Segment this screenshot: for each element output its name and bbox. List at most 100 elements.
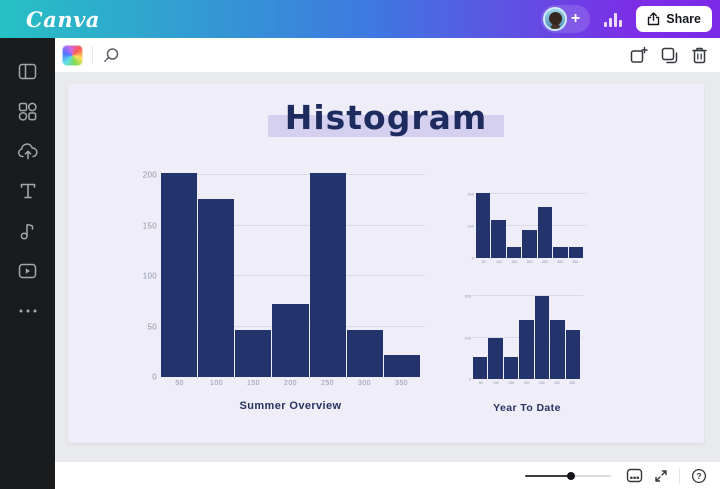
- y-axis: 0 100 200: [462, 190, 474, 261]
- y-tick-label: 50: [147, 322, 157, 332]
- add-member-button[interactable]: +: [570, 10, 581, 27]
- caption-summer-overview[interactable]: Summer Overview: [239, 400, 342, 412]
- page-color-swatch[interactable]: [62, 44, 83, 66]
- duplicate-page-icon[interactable]: [660, 46, 679, 65]
- caption-year-to-date[interactable]: Year To Date: [493, 402, 561, 414]
- help-button[interactable]: ?: [691, 468, 707, 484]
- bar: [272, 304, 309, 377]
- chart-plot: [473, 294, 583, 379]
- elements-icon: [18, 102, 37, 121]
- sidebar-item-uploads[interactable]: [9, 139, 47, 163]
- gridline: [476, 224, 586, 226]
- video-icon: [18, 263, 37, 279]
- bar: [537, 206, 553, 258]
- fullscreen-button[interactable]: [654, 469, 668, 483]
- top-bar-actions: + Share: [540, 4, 712, 34]
- sidebar-item-videos[interactable]: [9, 259, 47, 283]
- histogram-chart-top-right[interactable]: 0 100 200 50 100 150 200 250 300 350: [462, 190, 586, 264]
- bar: [235, 329, 272, 377]
- y-axis: 0 50 100 150 200: [131, 170, 157, 382]
- bar: [503, 357, 519, 379]
- bar: [506, 247, 522, 258]
- y-axis: 0 100 200: [459, 293, 471, 382]
- title-highlight: [267, 115, 505, 137]
- delete-page-icon[interactable]: [691, 46, 708, 65]
- x-tick-label: 150: [508, 381, 515, 385]
- bar: [473, 357, 488, 379]
- bars: [476, 190, 583, 258]
- top-bar: Canva + Share: [0, 0, 720, 38]
- add-page-icon[interactable]: [629, 46, 648, 65]
- sidebar-item-elements[interactable]: [9, 99, 47, 123]
- histogram-chart-main[interactable]: 0 50 100 150 200 50 100 150 200 250 300 350: [131, 170, 425, 387]
- audio-note-icon: [20, 223, 33, 240]
- bottom-bar: ?: [55, 462, 720, 489]
- export-icon: [648, 12, 660, 26]
- bar: [522, 230, 537, 258]
- x-tick-label: 300: [554, 381, 560, 385]
- y-tick-label: 200: [467, 191, 474, 197]
- x-tick-label: 100: [493, 381, 499, 385]
- y-tick-label: 100: [142, 271, 157, 281]
- insights-chart-icon[interactable]: [598, 4, 628, 34]
- x-tick-label: 200: [523, 381, 530, 385]
- share-button[interactable]: Share: [636, 6, 712, 32]
- histogram-chart-bottom-right[interactable]: 0 100 200 50 100 150 200 250 300 350: [459, 294, 583, 385]
- y-tick-label: 150: [142, 221, 157, 231]
- bar: [491, 219, 506, 258]
- y-tick-label: 200: [464, 293, 471, 299]
- bar: [553, 247, 568, 258]
- bar: [476, 193, 491, 258]
- y-tick-label: 0: [152, 372, 157, 382]
- account-pill: +: [540, 5, 591, 33]
- sidebar-item-audio[interactable]: [9, 219, 47, 243]
- more-dots-icon: [19, 309, 36, 313]
- x-tick-label: 350: [569, 381, 576, 385]
- bar: [568, 247, 583, 258]
- fullscreen-icon: [655, 469, 667, 482]
- x-tick-label: 200: [284, 380, 297, 387]
- canva-logo[interactable]: Canva: [26, 6, 100, 32]
- toolbar-divider: [92, 46, 93, 64]
- x-tick-label: 350: [572, 260, 579, 264]
- sidebar-item-design[interactable]: [9, 59, 47, 83]
- bar: [488, 337, 503, 379]
- page-title: Histogram: [284, 98, 488, 137]
- gridline: [161, 224, 425, 226]
- zoom-slider[interactable]: [525, 471, 611, 480]
- zoom-slider-thumb[interactable]: [567, 471, 575, 480]
- bar: [161, 173, 198, 377]
- x-tick-label: 100: [210, 380, 223, 387]
- sidebar-item-text[interactable]: [9, 179, 47, 203]
- design-page[interactable]: Histogram 0 50 100 150 200 50 100 150 200 250 300 3…: [68, 84, 704, 443]
- x-tick-label: 350: [395, 380, 408, 387]
- x-tick-label: 50: [481, 260, 486, 264]
- design-icon: [18, 63, 37, 79]
- bar: [346, 329, 383, 377]
- bar: [309, 173, 346, 377]
- sidebar-item-more[interactable]: [9, 299, 47, 323]
- toolbar-right: [629, 46, 708, 65]
- x-tick-label: 150: [247, 380, 260, 387]
- editor-toolbar: [55, 38, 720, 72]
- bar: [519, 320, 534, 379]
- uploads-cloud-icon: [17, 143, 38, 160]
- x-tick-label: 200: [526, 260, 533, 264]
- bar: [565, 329, 580, 379]
- x-tick-label: 250: [538, 381, 545, 385]
- zoom-slider-fill: [525, 474, 570, 477]
- title-wrap[interactable]: Histogram: [267, 98, 505, 137]
- share-label: Share: [666, 12, 701, 26]
- y-tick-label: 0: [471, 255, 474, 261]
- x-tick-label: 300: [358, 380, 371, 387]
- y-tick-label: 100: [467, 223, 474, 229]
- x-axis: 50 100 150 200 250 300 350: [476, 260, 586, 264]
- animate-icon[interactable]: [102, 46, 121, 65]
- bars: [161, 170, 420, 377]
- grid-view-button[interactable]: [626, 468, 643, 483]
- avatar[interactable]: [542, 7, 567, 31]
- x-axis: 50 100 150 200 250 300 350: [473, 381, 583, 385]
- gridline: [476, 192, 586, 194]
- bars: [473, 294, 580, 379]
- bottom-bar-divider: [679, 467, 680, 484]
